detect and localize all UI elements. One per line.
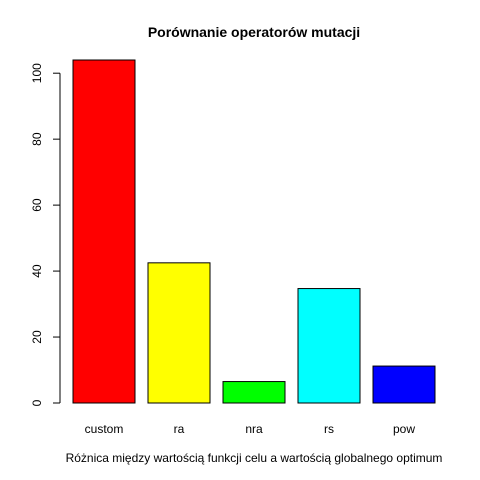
y-tick-label-60: 60 xyxy=(30,198,44,212)
chart-title: Porównanie operatorów mutacji xyxy=(148,24,360,40)
bar-ra xyxy=(147,262,211,404)
y-axis: 0 20 40 60 80 100 xyxy=(30,63,61,406)
x-tick-label-ra: ra xyxy=(174,422,185,436)
x-tick-label-pow: pow xyxy=(393,422,415,436)
x-tick-label-rs: rs xyxy=(324,422,334,436)
bar-nra xyxy=(222,381,286,404)
bars-group xyxy=(72,59,436,404)
y-tick-label-20: 20 xyxy=(30,330,44,344)
y-tick-label-40: 40 xyxy=(30,264,44,278)
x-tick-label-custom: custom xyxy=(85,422,124,436)
bar-custom xyxy=(72,59,136,404)
x-axis-label: Różnica między wartością funkcji celu a … xyxy=(66,451,443,465)
y-tick-label-0: 0 xyxy=(30,399,44,406)
bar-pow xyxy=(372,365,436,404)
y-tick-label-100: 100 xyxy=(30,63,44,83)
x-tick-label-nra: nra xyxy=(245,422,263,436)
y-tick-label-80: 80 xyxy=(30,132,44,146)
x-axis-labels: custom ra nra rs pow xyxy=(85,422,416,436)
bar-rs xyxy=(297,288,361,404)
